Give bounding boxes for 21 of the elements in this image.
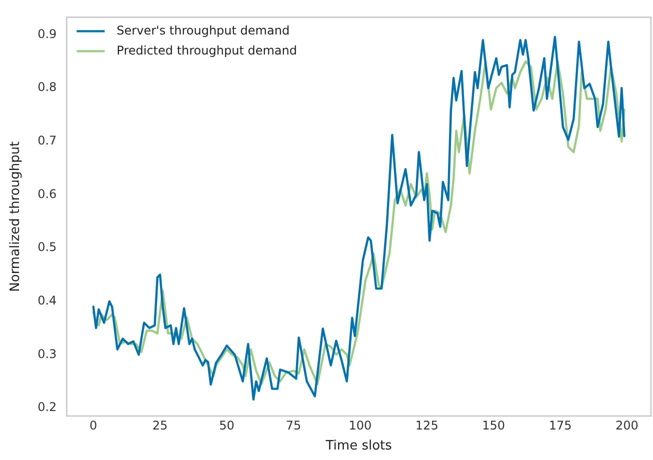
x-tick-label: 100 [348,418,372,432]
legend-label: Server's throughput demand [116,23,290,38]
y-tick-label: 0.7 [38,134,57,148]
y-tick-label: 0.9 [38,26,57,41]
y-tick-label: 0.8 [38,80,57,94]
y-tick-label: 0.2 [38,400,57,414]
x-tick-label: 50 [219,418,234,432]
y-tick-label: 0.3 [38,346,57,361]
x-tick-label: 75 [286,418,302,432]
legend-label: Predicted throughput demand [116,43,297,58]
x-axis-title: Time slots [324,438,392,454]
y-tick-label: 0.4 [38,293,57,308]
y-tick-label: 0.6 [38,186,57,201]
x-tick-label: 150 [482,418,506,432]
x-tick-label: 125 [415,418,438,432]
y-axis-title: Normalized throughput [8,141,24,292]
x-tick-label: 25 [152,418,168,432]
x-tick-label: 0 [90,418,98,432]
x-tick-label: 200 [616,418,638,432]
x-tick-label: 175 [548,418,572,432]
y-tick-label: 0.5 [38,240,57,254]
